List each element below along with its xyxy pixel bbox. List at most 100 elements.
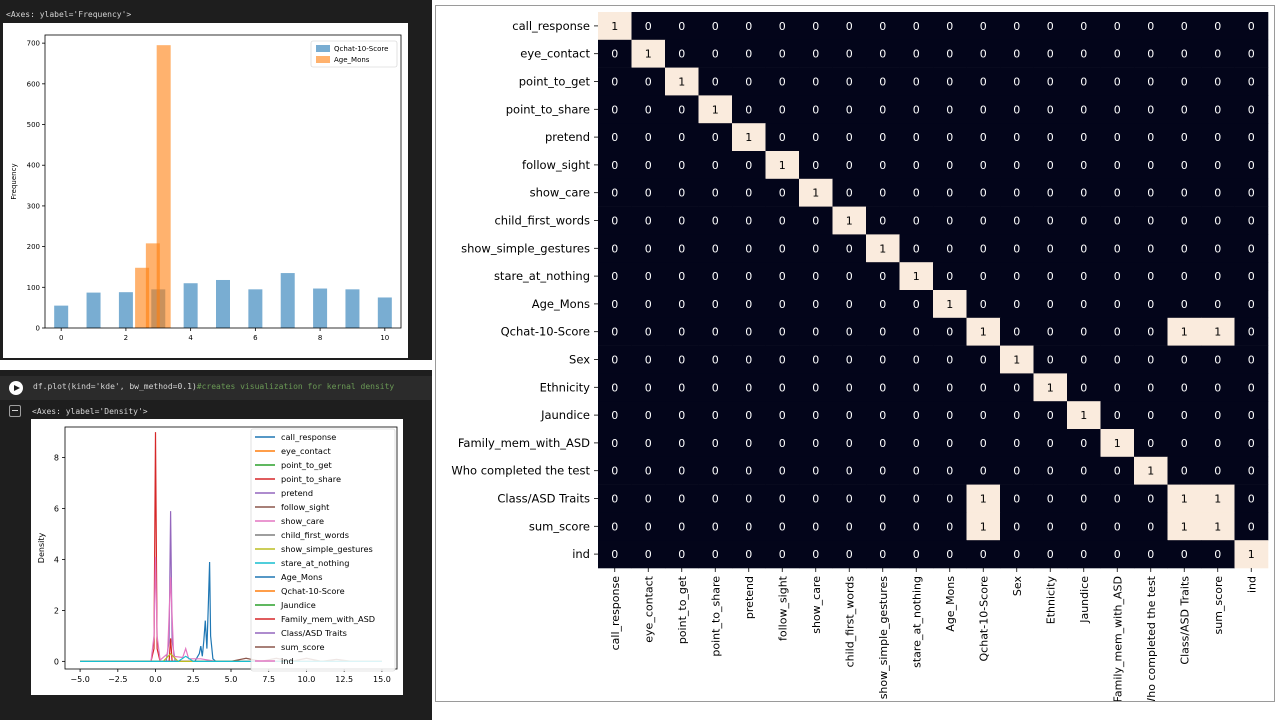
hist-bar <box>118 292 133 328</box>
kde-legend-box <box>250 428 396 672</box>
heatmap-cell <box>765 39 800 68</box>
heatmap-cell-value: 0 <box>812 409 819 422</box>
heatmap-cell-value: 0 <box>1248 187 1255 200</box>
heatmap-cell <box>631 67 666 96</box>
kde-legend-label: show_simple_gestures <box>281 544 373 554</box>
heatmap-cell <box>1234 67 1269 96</box>
heatmap-cell <box>966 290 1001 319</box>
heatmap-cell-value: 1 <box>779 159 786 172</box>
heatmap-cell <box>866 429 900 458</box>
heatmap-cell <box>698 262 733 291</box>
heatmap-cell-value: 0 <box>913 76 920 89</box>
heatmap-cell <box>832 151 867 180</box>
heatmap-cell <box>899 401 934 430</box>
heatmap-col-label: ind <box>1245 576 1258 593</box>
heatmap-cell <box>1100 540 1135 569</box>
heatmap-cell-value: 1 <box>611 20 618 33</box>
heatmap-cell-value: 0 <box>846 187 853 200</box>
heatmap-col-label: show_simple_gestures <box>877 576 890 700</box>
heatmap-cell <box>899 512 934 541</box>
heatmap-cell <box>631 484 666 513</box>
heatmap-cell <box>1100 484 1135 513</box>
heatmap-cell-value: 0 <box>946 76 953 89</box>
heatmap-cell-value: 0 <box>1114 215 1121 228</box>
heatmap-cell <box>1033 234 1068 263</box>
heatmap-chart: 1 0 0 0 0 0 0 0 0 0 0 0 0 0 0 0 0 0 0 0 0 1 0 0 0 0 0 0 0 0 0 0 0 0 0 0 0 0 0 0… <box>451 12 1269 709</box>
heatmap-cell-value: 0 <box>1147 215 1154 228</box>
heatmap-cell-value: 1 <box>1181 493 1188 506</box>
heatmap-cell-value: 0 <box>946 409 953 422</box>
heatmap-cell-value: 0 <box>645 298 652 311</box>
heatmap-cell-value: 0 <box>611 242 618 255</box>
heatmap-cell-value: 0 <box>812 159 819 172</box>
heatmap-cell-value: 0 <box>745 48 752 61</box>
heatmap-cell <box>1134 540 1168 569</box>
heatmap-cell <box>899 345 934 374</box>
heatmap-cell-value: 0 <box>678 381 685 394</box>
heatmap-cell <box>1100 67 1135 96</box>
heatmap-cell <box>866 151 900 180</box>
heatmap-cell <box>866 262 900 291</box>
heatmap-cell <box>1067 484 1101 513</box>
heatmap-cell <box>631 39 666 68</box>
heatmap-cell-value: 0 <box>812 548 819 561</box>
heatmap-cell <box>1100 512 1135 541</box>
heatmap-cell <box>799 540 833 569</box>
heatmap-cell-value: 0 <box>678 131 685 144</box>
heatmap-cell <box>665 456 699 485</box>
heatmap-cell <box>933 262 967 291</box>
heatmap-cell-value: 0 <box>1114 520 1121 533</box>
heatmap-cell-value: 0 <box>1181 159 1188 172</box>
heatmap-cell <box>1067 456 1101 485</box>
heatmap-cell-value: 0 <box>779 381 786 394</box>
heatmap-cell-value: 0 <box>1013 48 1020 61</box>
heatmap-cell-value: 0 <box>980 298 987 311</box>
code-text[interactable]: df.plot(kind='kde', bw_method=0.1)#creat… <box>33 382 394 391</box>
heatmap-col-label: child_first_words <box>843 576 856 668</box>
heatmap-cell-value: 0 <box>1013 215 1020 228</box>
heatmap-cell-value: 0 <box>946 103 953 116</box>
heatmap-cell <box>899 262 934 291</box>
heatmap-cell <box>732 151 766 180</box>
heatmap-cell-value: 0 <box>1114 409 1121 422</box>
heatmap-cell <box>631 206 666 235</box>
heatmap-cell <box>1033 12 1068 41</box>
heatmap-cell <box>933 123 967 152</box>
heatmap-cell <box>765 401 800 430</box>
heatmap-cell <box>631 345 666 374</box>
heatmap-cell <box>665 178 699 207</box>
heatmap-cell-value: 0 <box>645 242 652 255</box>
heatmap-cell <box>1167 456 1202 485</box>
heatmap-row-label: follow_sight <box>522 158 590 172</box>
heatmap-cell <box>1067 262 1101 291</box>
heatmap-cell <box>933 178 967 207</box>
heatmap-cell-value: 0 <box>678 465 685 478</box>
heatmap-cell <box>832 317 867 346</box>
heatmap-cell <box>1201 67 1235 96</box>
heatmap-cell-value: 0 <box>611 437 618 450</box>
output-toggle-icon[interactable] <box>9 405 21 417</box>
heatmap-cell-value: 0 <box>1047 20 1054 33</box>
heatmap-cell-value: 0 <box>1080 493 1087 506</box>
heatmap-cell <box>1234 429 1269 458</box>
heatmap-cell <box>866 234 900 263</box>
heatmap-cell <box>631 373 666 402</box>
heatmap-cell-value: 0 <box>879 187 886 200</box>
heatmap-cell <box>765 429 800 458</box>
heatmap-cell-value: 0 <box>846 548 853 561</box>
heatmap-cell <box>765 206 800 235</box>
heatmap-cell-value: 0 <box>779 103 786 116</box>
heatmap-cell-value: 0 <box>1248 242 1255 255</box>
heatmap-cell-value: 0 <box>1214 354 1221 367</box>
heatmap-cell <box>1201 429 1235 458</box>
heatmap-cell <box>631 178 666 207</box>
heatmap-cell <box>1167 484 1202 513</box>
heatmap-cell <box>966 401 1001 430</box>
heatmap-cell-value: 0 <box>1047 270 1054 283</box>
code-cell[interactable]: df.plot(kind='kde', bw_method=0.1)#creat… <box>0 376 432 400</box>
heatmap-cell-value: 0 <box>1248 298 1255 311</box>
heatmap-cell <box>631 401 666 430</box>
heatmap-cell <box>665 484 699 513</box>
run-cell-button[interactable] <box>9 381 23 395</box>
kde-x-tick-label: 12.5 <box>335 675 353 684</box>
